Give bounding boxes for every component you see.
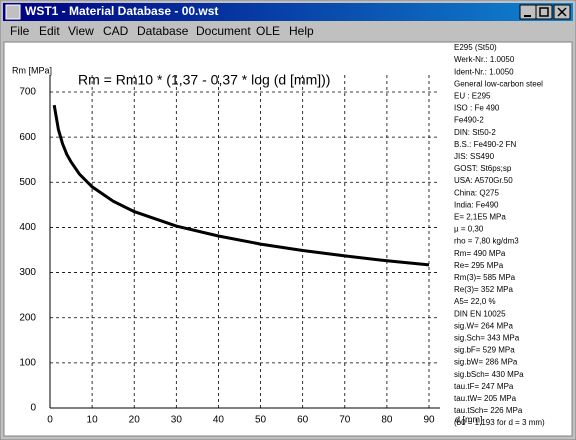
y-tick-label: 300 — [19, 267, 36, 278]
info-line: China: Q275 — [454, 188, 499, 197]
x-tick-label: 20 — [129, 415, 141, 426]
x-tick-label: 0 — [47, 415, 53, 426]
client-area — [3, 41, 573, 437]
info-line: India: Fe490 — [454, 200, 499, 209]
maximize-button[interactable] — [535, 4, 553, 20]
y-tick-label: 100 — [19, 357, 36, 368]
menu-item[interactable]: File — [10, 24, 30, 38]
info-line: Rm= 490 MPa — [454, 249, 506, 258]
plot: 0 100 200 300 400 500 600 700 0 10 20 30 40 50 60 70 80 9… — [19, 75, 440, 426]
info-line: Werk-Nr.: 1.0050 — [454, 55, 515, 64]
info-line: Re(3)= 352 MPa — [454, 285, 513, 294]
y-tick-label: 600 — [19, 132, 36, 143]
info-line: GOST: St6ps;sp — [454, 164, 512, 173]
window-buttons — [519, 4, 571, 20]
y-tick-label: 400 — [19, 222, 36, 233]
x-tick-label: 30 — [171, 415, 183, 426]
y-tick-label: 700 — [19, 87, 36, 98]
x-tick-label: 10 — [87, 415, 99, 426]
info-line: sig.bW= 286 MPa — [454, 358, 518, 367]
app-icon — [5, 4, 21, 20]
x-tick-label: 70 — [339, 415, 351, 426]
menu-item[interactable]: CAD — [103, 24, 129, 38]
menu-item[interactable]: Help — [289, 24, 314, 38]
info-line: µ = 0,30 — [454, 225, 484, 234]
y-tick-label: 500 — [19, 177, 36, 188]
y-tick-label: 200 — [19, 312, 36, 323]
info-line: B.S.: Fe490-2 FN — [454, 140, 516, 149]
info-line: A5= 22,0 % — [454, 297, 496, 306]
info-line: ISO : Fe 490 — [454, 104, 500, 113]
menu-item[interactable]: Edit — [39, 24, 60, 38]
info-line: Fe490-2 — [454, 116, 484, 125]
info-line: sig.Sch= 343 MPa — [454, 334, 520, 343]
menu-item[interactable]: View — [68, 24, 94, 38]
close-icon — [557, 7, 567, 17]
info-line: tau.tSch= 226 MPa — [454, 406, 523, 415]
curve — [52, 104, 430, 267]
info-line: USA: A570Gr.50 — [454, 176, 513, 185]
x-tick-label: 50 — [255, 415, 267, 426]
title-bar — [3, 3, 573, 21]
menu-item[interactable]: Document — [196, 24, 251, 38]
y-tick-label: 0 — [30, 403, 36, 414]
info-line: JIS: SS490 — [454, 152, 495, 161]
info-line: EU : E295 — [454, 92, 491, 101]
info-line: sig.bF= 529 MPa — [454, 346, 515, 355]
info-line: tau.tF= 247 MPa — [454, 382, 514, 391]
info-line: Re= 295 MPa — [454, 261, 504, 270]
info-line: sig.bSch= 430 MPa — [454, 370, 524, 379]
x-axis-label: d [mm] — [455, 414, 483, 424]
info-line: tau.tW= 205 MPa — [454, 394, 517, 403]
window-title: WST1 - Material Database - 00.wst — [25, 4, 218, 18]
x-tick-label: 80 — [381, 415, 393, 426]
menu-item[interactable]: Database — [137, 24, 189, 38]
info-line: rho = 7,80 kg/dm3 — [454, 237, 519, 246]
info-line: DIN: St50-2 — [454, 128, 496, 137]
info-line: sig.W= 264 MPa — [454, 321, 513, 330]
menu-bar: File Edit View CAD Database Document OLE Help — [10, 24, 314, 38]
x-tick-label: 90 — [423, 415, 435, 426]
info-line: E295 (St50) — [454, 43, 497, 52]
y-axis-label: Rm [MPa] — [12, 65, 52, 75]
x-tick-label: 60 — [297, 415, 309, 426]
info-line: General low-carbon steel — [454, 79, 543, 88]
menu-item[interactable]: OLE — [256, 24, 280, 38]
info-line: E= 2,1E5 MPa — [454, 213, 506, 222]
info-line: Ident-Nr.: 1.0050 — [454, 67, 514, 76]
chart-title: Rm = Rm10 * (1,37 - 0,37 * log (d [mm])) — [78, 72, 330, 88]
info-panel: E295 (St50) Werk-Nr.: 1.0050 Ident-Nr.: 1.… — [454, 43, 545, 427]
maximize-icon — [539, 7, 549, 17]
info-line: (b0 = 1,193 for d = 3 mm) — [454, 418, 545, 427]
info-line: Rm(3)= 585 MPa — [454, 273, 516, 282]
x-tick-label: 40 — [213, 415, 225, 426]
info-line: DIN EN 10025 — [454, 309, 506, 318]
